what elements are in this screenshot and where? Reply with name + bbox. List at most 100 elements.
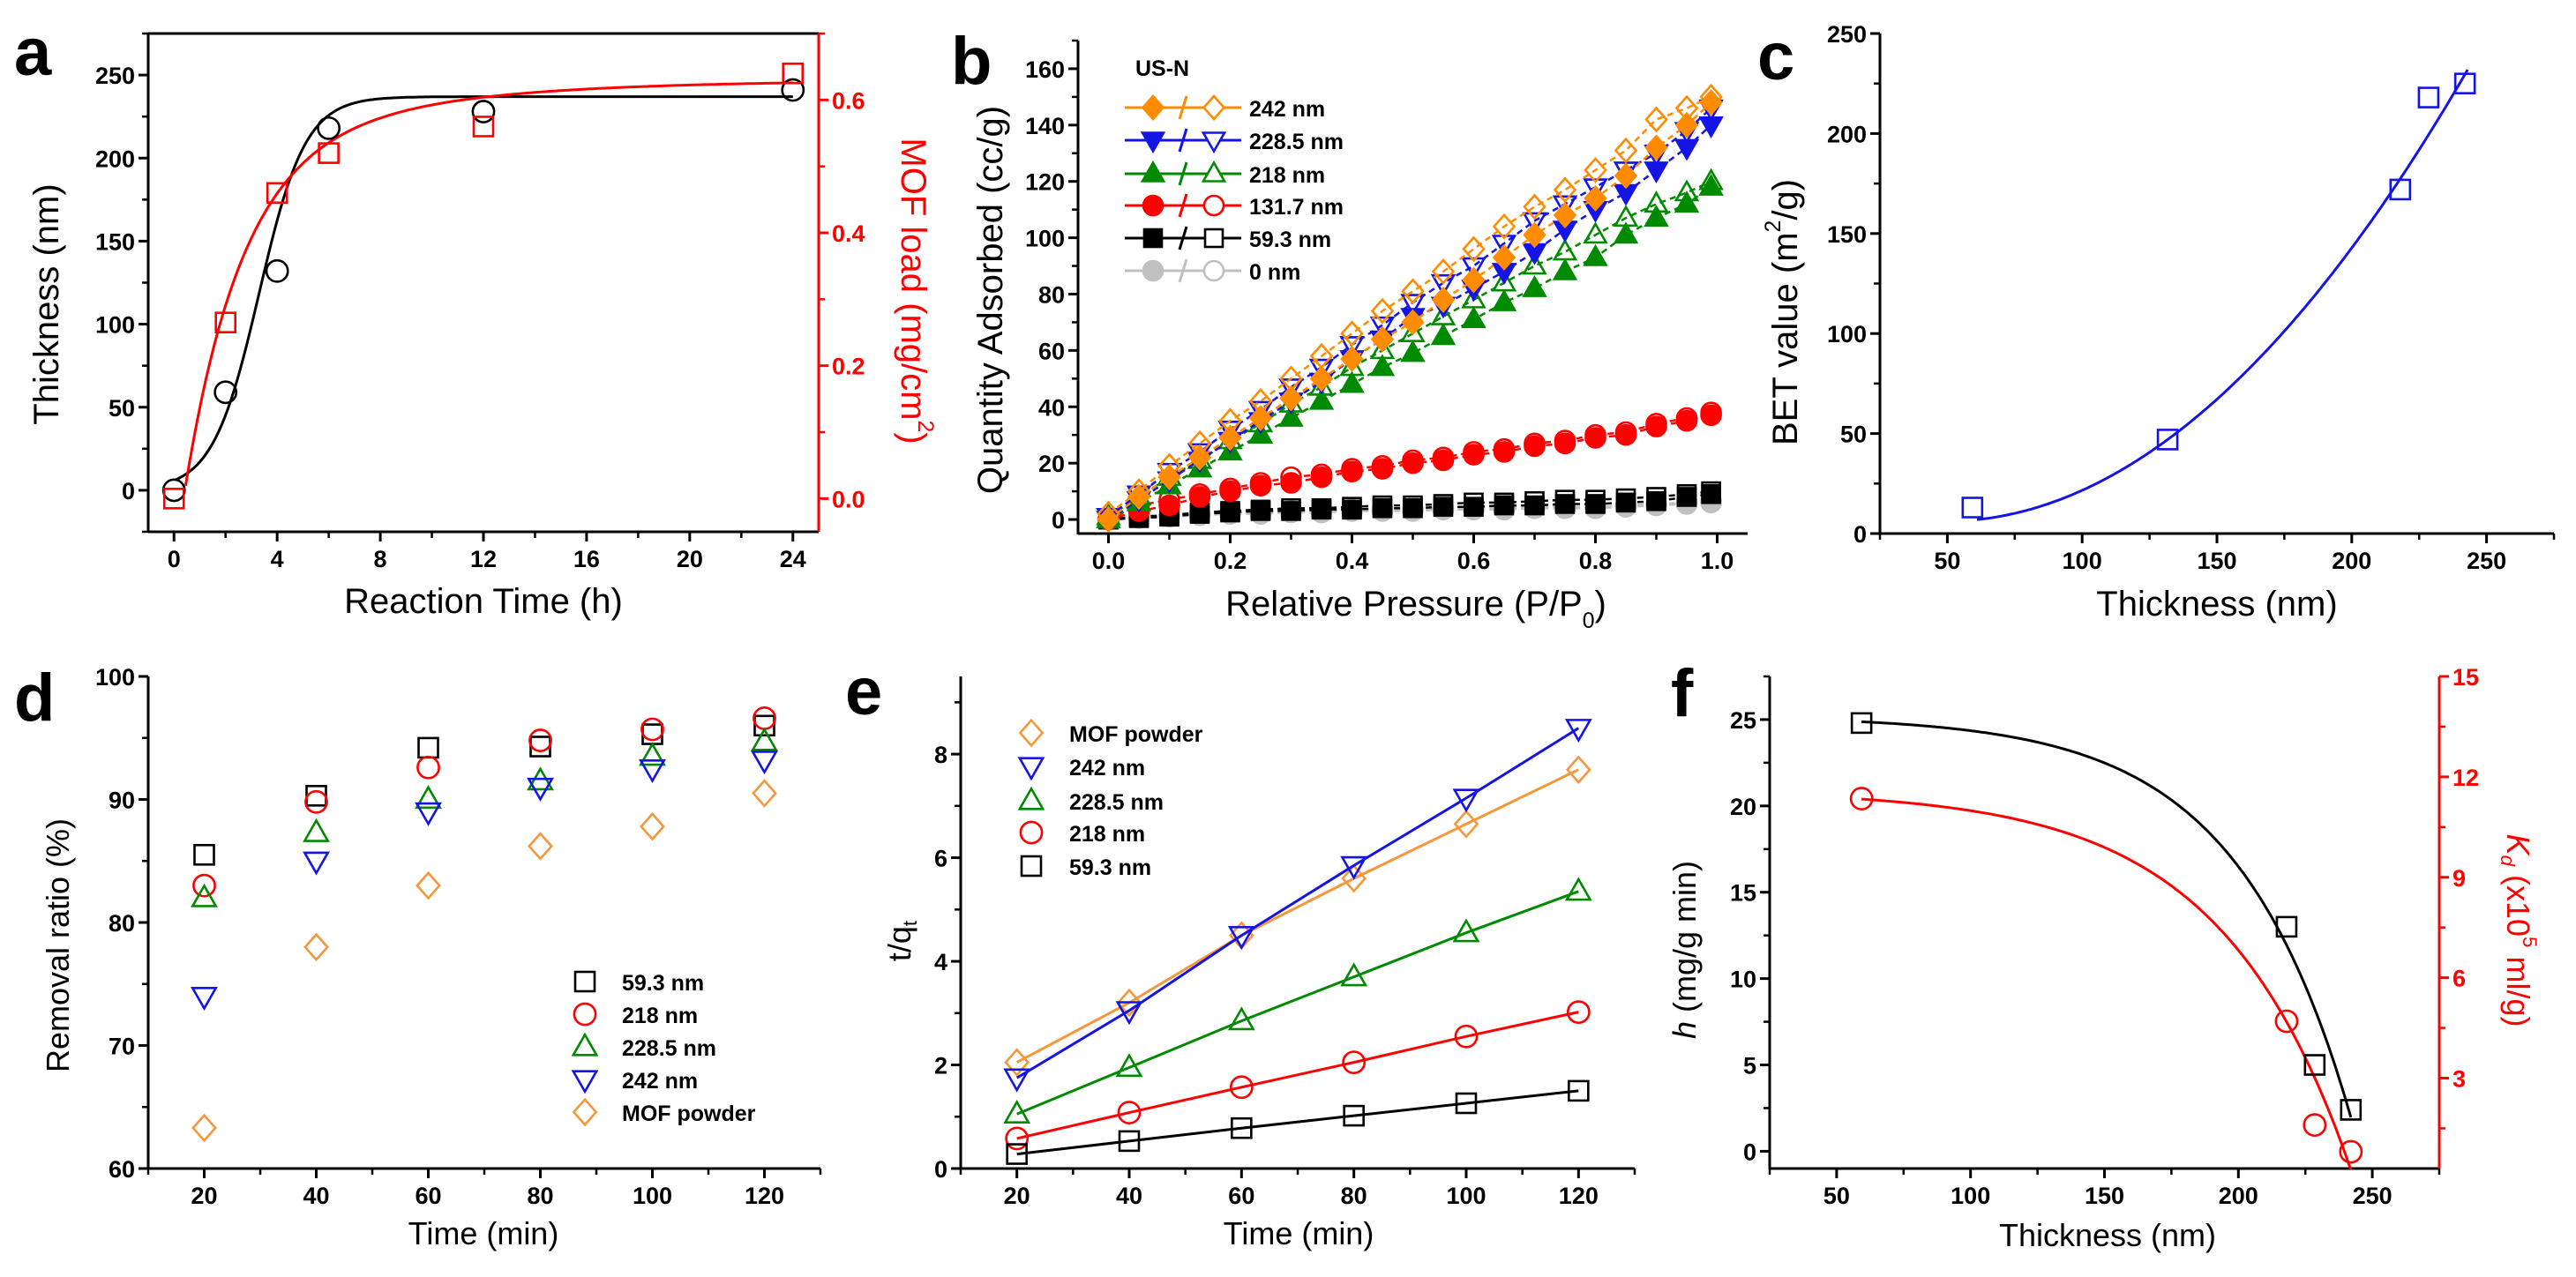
open-tri-down-marker <box>1339 336 1365 359</box>
filled-square-marker <box>1554 494 1576 514</box>
open-circle-marker <box>781 78 805 102</box>
filled-diamond-marker <box>1431 286 1456 313</box>
open-circle-marker <box>1463 441 1485 463</box>
y2-axis-title: Kd (x105 ml/g) <box>2497 834 2541 1027</box>
y-axis-title-part: Removal ratio (%) <box>40 818 76 1072</box>
open-diamond-marker <box>1553 176 1577 204</box>
y2-tick-label: 0.6 <box>832 87 865 114</box>
series-line <box>1015 727 1580 1079</box>
open-square-marker <box>305 785 327 807</box>
open-square-marker <box>2453 72 2476 94</box>
legend-label: 218 nm <box>1069 822 1145 847</box>
x-tick-label: 100 <box>2063 548 2102 574</box>
open-square-marker <box>417 736 439 759</box>
x-tick-label: 80 <box>1341 1183 1367 1209</box>
open-diamond-marker <box>1279 365 1303 392</box>
x-axis-title: Relative Pressure (P/P0) <box>1225 585 1606 633</box>
y-axis-title-part: /g) <box>1766 179 1805 220</box>
legend-label: 228.5 nm <box>622 1036 716 1061</box>
panel-e: 20 40 60 80 100 120 0 2 4 6 8 Time (min) t/qt e MOF po… <box>845 654 1636 1251</box>
open-square-marker <box>1676 483 1697 504</box>
y2-tick-label: 12 <box>2452 765 2479 791</box>
y-tick-label: 2 <box>934 1053 947 1079</box>
open-square-marker <box>472 116 495 138</box>
panel-letter: d <box>14 661 55 736</box>
filled-tri-up-marker <box>1400 340 1426 362</box>
x-axis-title-part: Thickness (nm) <box>1999 1217 2216 1253</box>
panel-letter: c <box>1757 19 1794 94</box>
open-diamond-marker <box>1157 452 1181 480</box>
plot-area <box>1003 719 1592 1165</box>
x-tick-label: 0.4 <box>1336 548 1369 574</box>
legend-separator-slash <box>1178 128 1188 153</box>
x-tick-label: 250 <box>2353 1183 2393 1209</box>
fit-curve <box>183 81 793 487</box>
y2-axis-title-part: ) <box>894 432 932 444</box>
filled-tri-up-marker <box>1613 221 1639 244</box>
open-tri-down-marker <box>1452 788 1480 813</box>
x-tick-label: 0.2 <box>1214 548 1247 574</box>
open-circle-marker <box>1019 820 1044 845</box>
open-diamond-marker <box>1462 235 1486 263</box>
filled-circle-marker <box>1142 194 1164 217</box>
open-circle-marker <box>1202 194 1225 217</box>
open-circle-marker <box>1849 787 1874 810</box>
y-tick-label: 0 <box>934 1156 947 1183</box>
open-circle-marker <box>192 873 216 898</box>
legend-label: 242 nm <box>1069 756 1145 780</box>
legend-entry: 59.3 nm <box>573 970 704 996</box>
filled-tri-up-marker <box>1278 404 1304 427</box>
open-circle-marker <box>1341 458 1363 480</box>
y-tick-label: 250 <box>1827 21 1867 48</box>
y-tick-label: 90 <box>109 788 135 814</box>
filled-diamond-marker <box>1699 89 1723 116</box>
open-square-marker <box>2303 1054 2326 1076</box>
panel-letter: a <box>14 15 52 90</box>
open-tri-up-marker <box>1115 1053 1143 1078</box>
open-square-marker <box>1220 501 1240 521</box>
open-square-marker <box>1250 499 1271 520</box>
y-tick-label: 60 <box>1038 338 1065 364</box>
y2-tick-label: 0.0 <box>832 486 865 512</box>
open-diamond-marker <box>1584 156 1607 183</box>
x-tick-label: 80 <box>527 1183 553 1209</box>
y2-tick-label: 0.2 <box>832 354 865 380</box>
legend-entry: 59.3 nm <box>1020 855 1151 880</box>
open-diamond-marker <box>1565 755 1591 784</box>
open-circle-marker <box>2339 1139 2363 1164</box>
filled-diamond-marker <box>1370 325 1395 353</box>
open-square-marker <box>1524 490 1545 512</box>
y2-axis-title-part: (x10 <box>2501 866 2537 937</box>
open-diamond-marker <box>1523 193 1546 220</box>
legend-label: 228.5 nm <box>1249 130 1344 154</box>
x-tick-label: 0.8 <box>1579 548 1613 574</box>
series-0 <box>1961 72 2476 519</box>
y-tick-label: 0 <box>1853 521 1867 548</box>
open-circle-marker <box>1342 1050 1367 1074</box>
x-axis-title: Time (min) <box>1224 1215 1374 1251</box>
y-tick-label: 80 <box>1038 281 1065 308</box>
y-axis-title: Removal ratio (%) <box>40 818 76 1072</box>
open-tri-down-marker <box>1369 316 1396 339</box>
y2-axis-title-part: 5 <box>2519 937 2541 947</box>
y-tick-label: 4 <box>934 949 947 975</box>
open-tri-up-marker <box>1003 1099 1031 1124</box>
legend-label: 131.7 nm <box>1249 195 1344 220</box>
open-tri-down-marker <box>1491 235 1517 258</box>
open-tri-down-marker <box>1003 1068 1031 1093</box>
open-circle-marker <box>1566 1000 1591 1025</box>
open-tri-down-marker <box>527 777 554 802</box>
open-circle-marker <box>1117 1101 1142 1124</box>
x-tick-label: 100 <box>1446 1183 1486 1209</box>
series-line <box>1016 890 1579 1116</box>
open-tri-down-marker <box>1400 294 1426 317</box>
y-tick-label: 25 <box>1730 707 1756 734</box>
open-diamond-marker <box>416 870 441 900</box>
filled-diamond-marker <box>1462 266 1486 294</box>
axes: 0.0 0.2 0.4 0.6 0.8 1.0 0 20 40 60 80 100 120 140 160 <box>1025 39 1748 574</box>
series-0 <box>161 78 805 503</box>
open-diamond-marker <box>640 811 665 841</box>
y2-tick-label: 6 <box>2452 966 2466 992</box>
filled-square-marker <box>1220 502 1240 523</box>
y2-axis-title-part: ml/g) <box>2501 947 2537 1027</box>
